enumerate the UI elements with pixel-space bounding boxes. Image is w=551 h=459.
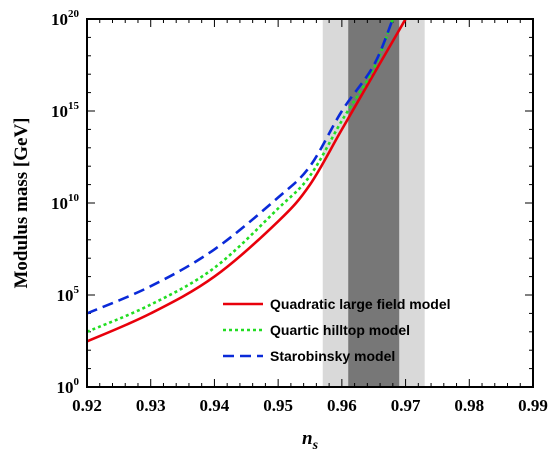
bands-layer [322,19,425,387]
x-tick-label: 0.95 [263,396,293,415]
legend-label-0: Quadratic large field model [270,296,451,312]
series-line-1 [87,19,395,333]
y-tick-label: 1010 [51,192,80,213]
y-tick-label: 105 [57,284,80,305]
series-layer [87,19,407,343]
legend-label-1: Quartic hilltop model [270,322,410,338]
x-tick-label: 0.93 [136,396,166,415]
y-axis-label: Modulus mass [GeV] [11,117,32,288]
y-tick-label: 100 [57,376,80,397]
plot-frame [86,18,534,388]
legend: Quadratic large field model Quartic hillt… [223,296,451,364]
ns-band-inner [348,19,400,387]
series-line-2 [87,19,395,315]
tick-labels-layer: 0.92 0.93 0.94 0.95 0.96 0.97 0.98 0.99 100 105 10… [51,8,548,415]
x-tick-label: 0.99 [518,396,548,415]
x-tick-label: 0.98 [454,396,484,415]
x-tick-label: 0.96 [327,396,357,415]
x-tick-label: 0.97 [391,396,421,415]
x-axis-label-sub: s [312,438,319,453]
x-tick-label: 0.92 [72,396,102,415]
x-tick-label: 0.94 [200,396,230,415]
x-axis-label-main: n [302,428,313,449]
y-tick-label: 1015 [51,100,80,121]
y-tick-label: 1020 [51,8,80,29]
legend-label-2: Starobinsky model [270,348,395,364]
x-axis-label: ns [302,428,319,453]
series-line-0 [87,19,407,343]
